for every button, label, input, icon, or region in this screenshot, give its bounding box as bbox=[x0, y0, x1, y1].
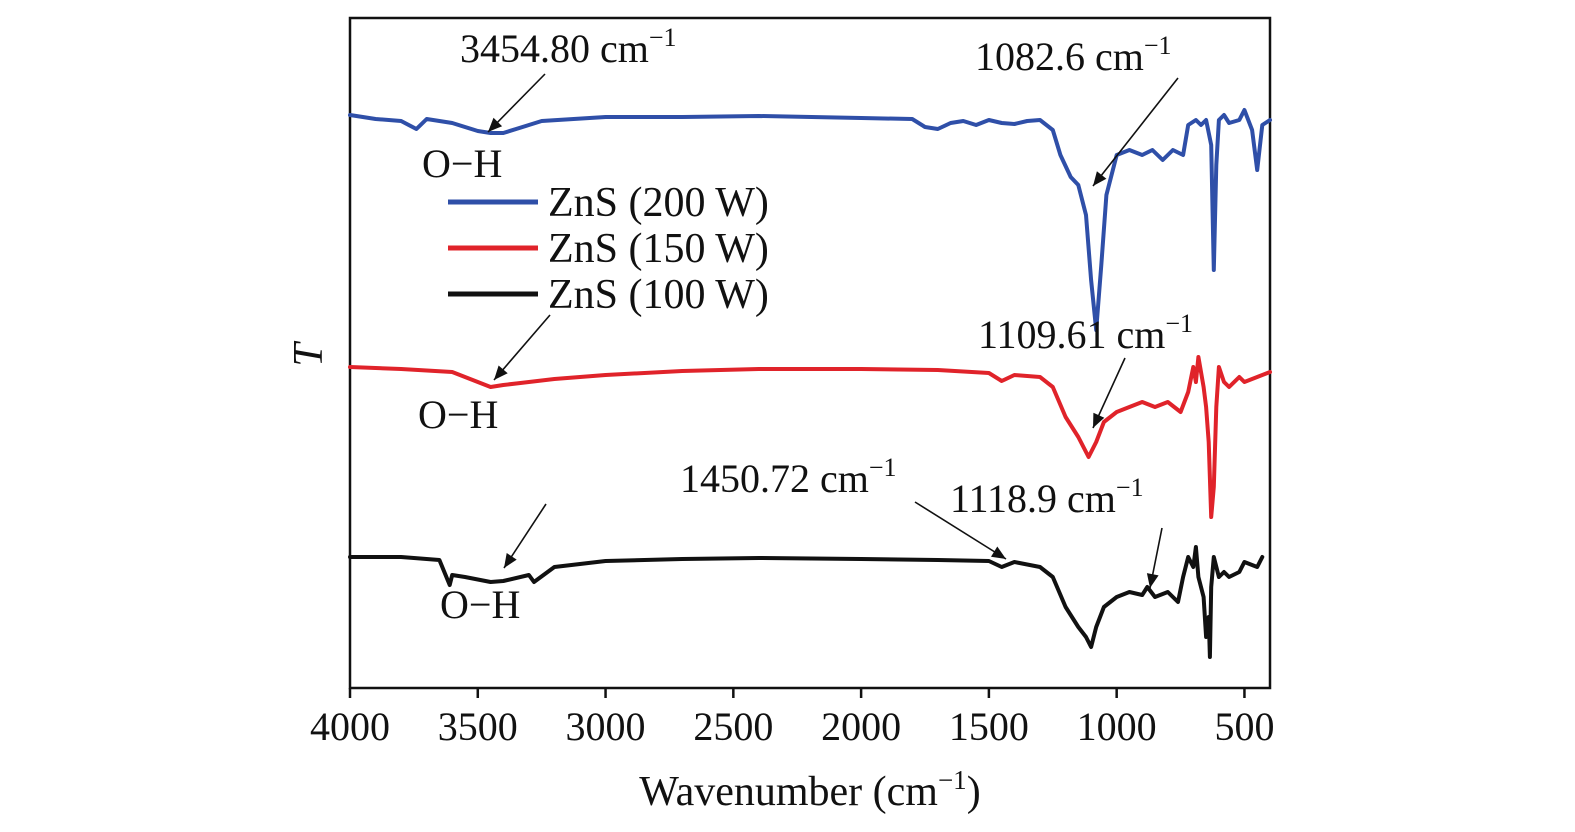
x-tick-label: 3000 bbox=[566, 704, 646, 749]
plot-frame bbox=[348, 16, 1272, 690]
annotation-label: 1450.72 cm−1 bbox=[680, 453, 897, 501]
x-tick-label: 4000 bbox=[310, 704, 390, 749]
annotation-arrow bbox=[493, 314, 551, 381]
annotation-arrow bbox=[914, 501, 1007, 560]
series-line-3 bbox=[348, 545, 1265, 659]
legend-label: ZnS (200 W) bbox=[548, 180, 769, 226]
annotation-label: 3454.80 cm−1 bbox=[460, 23, 677, 71]
x-tick-label: 500 bbox=[1214, 704, 1274, 749]
x-tick-label: 1500 bbox=[949, 704, 1029, 749]
arrow-head bbox=[488, 117, 503, 132]
x-tick-label: 2000 bbox=[821, 704, 901, 749]
annotation-label: 1118.9 cm−1 bbox=[950, 473, 1144, 521]
annotation-label: 1109.61 cm−1 bbox=[978, 309, 1193, 357]
series-line-2 bbox=[348, 355, 1272, 519]
x-tick-label: 2500 bbox=[693, 704, 773, 749]
arrow-head bbox=[1093, 412, 1105, 428]
annotation-label: 1082.6 cm−1 bbox=[975, 31, 1172, 79]
x-axis-title: Wavenumber (cm−1) bbox=[639, 765, 980, 815]
annotation-label: O−H bbox=[440, 582, 520, 627]
arrow-head bbox=[494, 365, 508, 380]
x-tick-label: 3500 bbox=[438, 704, 518, 749]
arrow-head bbox=[1093, 171, 1107, 186]
series-line-1 bbox=[348, 108, 1272, 332]
annotation-label: O−H bbox=[422, 141, 502, 186]
legend-label: ZnS (150 W) bbox=[548, 226, 769, 272]
legend-label: ZnS (100 W) bbox=[548, 272, 769, 318]
arrow-head bbox=[504, 553, 517, 568]
x-axis-ticks: 4000 3500 3000 2500 2000 1500 1000 500 bbox=[310, 688, 1274, 749]
annotation-arrow bbox=[1092, 77, 1179, 187]
series-layer bbox=[348, 108, 1272, 659]
arrow-head bbox=[991, 546, 1006, 559]
y-axis-title: T bbox=[286, 341, 332, 367]
legend: ZnS (200 W)ZnS (150 W)ZnS (100 W) bbox=[448, 180, 769, 318]
x-tick-label: 1000 bbox=[1077, 704, 1157, 749]
arrow-head bbox=[1146, 573, 1159, 588]
annotation-label: O−H bbox=[418, 392, 498, 437]
annotations-layer: 3454.80 cm−1 O−H 1082.6 cm−1 O−H 1109.61 cm−… bbox=[418, 23, 1193, 627]
